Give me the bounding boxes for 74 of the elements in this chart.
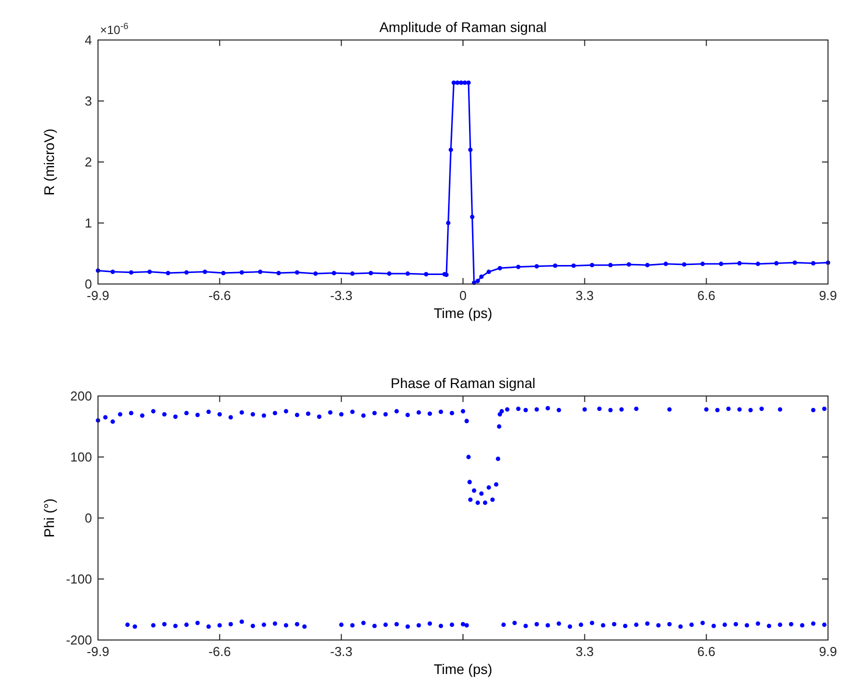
point bbox=[452, 80, 456, 85]
x-tick-label: 6.6 bbox=[697, 644, 716, 659]
y-tick-label: 0 bbox=[84, 510, 92, 526]
point bbox=[626, 262, 632, 267]
point bbox=[462, 80, 468, 85]
point bbox=[448, 148, 454, 152]
point bbox=[552, 264, 558, 268]
point bbox=[479, 274, 484, 279]
point bbox=[476, 278, 480, 284]
point bbox=[240, 270, 244, 275]
text: ×10$^{-6}$ bbox=[100, 21, 128, 37]
x-axis-title: Time (ps) bbox=[434, 305, 492, 321]
point bbox=[792, 260, 798, 265]
point bbox=[368, 270, 374, 276]
point bbox=[455, 80, 460, 85]
point bbox=[811, 261, 816, 266]
point bbox=[645, 262, 650, 268]
x-tick-label: -6.6 bbox=[208, 644, 231, 659]
y-tick-label: -100 bbox=[66, 572, 92, 586]
point bbox=[774, 261, 779, 266]
point bbox=[718, 262, 724, 266]
x-tick-label: -3.3 bbox=[330, 288, 353, 303]
y-tick-label: 1 bbox=[84, 216, 92, 230]
point bbox=[446, 220, 450, 226]
point bbox=[332, 270, 336, 276]
point bbox=[147, 270, 152, 274]
point bbox=[682, 262, 686, 267]
x-tick-label: 0 bbox=[459, 288, 467, 303]
x-tick-label: 9.9 bbox=[818, 288, 838, 303]
y-tick-label: 200 bbox=[70, 388, 92, 404]
point bbox=[498, 266, 502, 270]
point bbox=[350, 271, 355, 276]
point bbox=[466, 80, 471, 85]
x-tick-label: 6.6 bbox=[697, 288, 716, 303]
point bbox=[424, 272, 428, 276]
y-axis-title: Phi (°) bbox=[41, 498, 57, 538]
point bbox=[664, 262, 668, 266]
point bbox=[458, 80, 464, 85]
point bbox=[590, 262, 594, 268]
point bbox=[110, 270, 115, 274]
point bbox=[313, 271, 318, 276]
y-tick-label: 2 bbox=[84, 154, 92, 170]
chart-title: Phase of Raman signal bbox=[390, 375, 536, 391]
y-tick-label: 100 bbox=[70, 450, 92, 464]
x-tick-label: 3.3 bbox=[576, 644, 594, 659]
point bbox=[571, 264, 576, 268]
x-tick-label: 3.3 bbox=[576, 288, 594, 303]
point bbox=[608, 262, 613, 268]
y-tick-label: 3 bbox=[84, 94, 92, 108]
point bbox=[534, 264, 539, 269]
x-tick-label: -6.6 bbox=[208, 288, 231, 303]
point bbox=[486, 270, 492, 274]
chart-title: Amplitude of Raman signal bbox=[379, 19, 547, 35]
point bbox=[128, 270, 134, 275]
y-axis-title: R (microV) bbox=[41, 128, 57, 196]
point bbox=[756, 262, 760, 266]
x-axis-title: Time (ps) bbox=[434, 661, 492, 677]
x-tick-label: 9.9 bbox=[818, 644, 838, 659]
point bbox=[700, 262, 705, 266]
point bbox=[294, 270, 300, 275]
point bbox=[516, 264, 521, 270]
point bbox=[737, 261, 742, 266]
point bbox=[221, 270, 226, 276]
point bbox=[468, 148, 473, 152]
point bbox=[387, 271, 392, 276]
point bbox=[258, 270, 262, 274]
x-tick-label: -3.3 bbox=[330, 644, 353, 659]
point bbox=[470, 214, 474, 220]
point bbox=[184, 270, 189, 275]
point bbox=[405, 271, 410, 276]
point bbox=[202, 270, 208, 274]
point bbox=[166, 270, 170, 276]
point bbox=[276, 270, 281, 276]
y-tick-label: 4 bbox=[84, 32, 92, 48]
